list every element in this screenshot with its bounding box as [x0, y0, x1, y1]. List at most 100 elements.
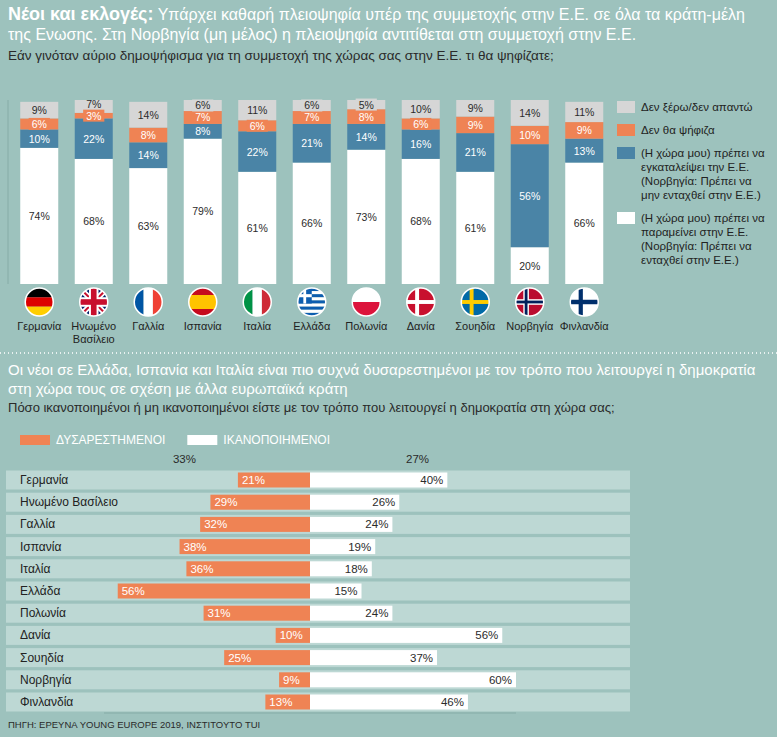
legend-entry: (Η χώρα μου) πρέπει να εγκαταλείψει την …: [617, 146, 773, 202]
legend-entry: Δεν ξέρω/δεν απαντώ: [617, 100, 773, 114]
bar-segment: [184, 139, 222, 284]
category-label: Γαλλία: [20, 517, 55, 531]
data-label: 20%: [519, 260, 540, 272]
data-label: 3%: [86, 110, 101, 122]
category-label: Σουηδία: [20, 651, 64, 665]
annotation: 33%: [173, 453, 196, 465]
bar-segment: [402, 129, 440, 158]
data-label: 8%: [195, 125, 210, 137]
label-patch: [247, 120, 268, 132]
data-label: 21%: [242, 474, 265, 486]
data-label: 7%: [195, 111, 210, 123]
bar: [210, 495, 310, 510]
bar-segment: [456, 172, 494, 284]
subtitle: Πόσο ικανοποιημένοι ή μη ικανοποιημένοι …: [8, 400, 615, 415]
annotation: Εάν γινόταν αύριο δημοψήφισμα για τη συμ…: [8, 48, 554, 63]
data-label: 19%: [348, 541, 371, 553]
bar-segment: [293, 163, 331, 284]
legend-label: ΔΥΣΑΡΕΣΤΗΜΕΝΟΙ: [56, 433, 165, 447]
data-label: 66%: [574, 217, 595, 229]
legend-label: (Η χώρα μου) πρέπει να εγκαταλείψει την …: [641, 146, 773, 202]
data-label: 25%: [228, 652, 251, 664]
legend-swatch: [187, 435, 217, 445]
category-label: Ηνωμένο Βασίλειο: [64, 320, 124, 346]
data-label: 61%: [465, 222, 486, 234]
label-patch: [192, 99, 213, 111]
data-label: 18%: [345, 563, 368, 575]
bar-segment: [129, 102, 167, 128]
bar-segment: [20, 102, 58, 119]
data-label: 68%: [83, 215, 104, 227]
bar-segment: [129, 128, 167, 143]
data-label: 37%: [410, 652, 433, 664]
flag-ring: [570, 288, 598, 316]
data-label: 11%: [247, 104, 267, 116]
bar-segment: [20, 148, 58, 284]
row-band: [6, 559, 630, 578]
data-label: 31%: [208, 607, 231, 619]
data-label: 56%: [475, 629, 498, 641]
bar-segment: [238, 100, 276, 120]
chart-title: Οι νέοι σε Ελλάδα, Ισπανία και Ιταλία εί…: [8, 360, 770, 398]
bar-segment: [184, 111, 222, 124]
bar-labels: 21%40%29%26%32%24%38%19%36%18%56%15%31%2…: [122, 474, 512, 708]
bar-segment: [293, 111, 331, 124]
data-label: 6%: [304, 99, 319, 111]
flag-icon: [243, 288, 271, 316]
bar-segment: [511, 100, 549, 126]
data-label: 10%: [519, 129, 540, 141]
question: Εάν γινόταν αύριο δημοψήφισμα για τη συμ…: [8, 48, 770, 64]
label-patch: [83, 110, 104, 122]
separator: [0, 352, 777, 354]
data-label: 56%: [519, 190, 540, 202]
category-label: Ελλάδα: [282, 320, 342, 333]
bar-segment: [75, 118, 113, 158]
bar-segment: [184, 124, 222, 139]
bar-segment: [565, 122, 603, 139]
data-label: 13%: [574, 145, 595, 157]
bar-labels: 74%10%6%9%68%22%3%7%63%14%8%14%79%8%7%6%…: [29, 98, 595, 272]
data-label: 13%: [269, 696, 292, 708]
flag-icon: [25, 288, 53, 316]
data-label: 32%: [204, 518, 227, 530]
bar-segment: [129, 168, 167, 284]
label-patch: [356, 99, 377, 111]
flag-ring: [298, 288, 326, 316]
data-label: 24%: [365, 607, 388, 619]
row-band: [6, 471, 630, 490]
category-label: Δανία: [391, 320, 451, 333]
category-label: Ισπανία: [173, 320, 233, 333]
bar: [279, 672, 310, 687]
category-label: Ιταλία: [227, 320, 287, 333]
legend-entry: (Η χώρα μου) πρέπει να παραμείνει στην Ε…: [617, 211, 773, 267]
bar-segment: [75, 159, 113, 284]
flag-icon: [298, 288, 326, 316]
data-label: 9%: [283, 674, 300, 686]
flag-ring: [461, 288, 489, 316]
bar-segment: [511, 247, 549, 284]
bar: [310, 495, 399, 510]
flag-ring: [80, 288, 108, 316]
legend-entry: Δεν θα ψήφιζα: [617, 123, 773, 137]
data-label: 11%: [574, 106, 594, 118]
bar-segment: [402, 159, 440, 284]
flag-ring: [243, 288, 271, 316]
data-label: 7%: [304, 111, 319, 123]
data-label: 29%: [214, 496, 237, 508]
axis-line: [8, 100, 9, 284]
flag-ring: [134, 288, 162, 316]
data-label: 74%: [29, 210, 50, 222]
bar: [200, 517, 310, 532]
data-label: 40%: [420, 474, 443, 486]
bar: [186, 561, 310, 576]
category-label: Ελλάδα: [20, 584, 60, 598]
category-label: Ισπανία: [20, 540, 61, 554]
category-label: Γερμανία: [20, 473, 68, 487]
row-band: [6, 515, 630, 534]
bar-segment: [238, 172, 276, 284]
bars: [118, 473, 516, 710]
header-title: Νέοι και εκλογές: Υπάρχει καθαρή πλειοψη…: [8, 4, 770, 45]
row-band: [6, 693, 630, 712]
data-label: 9%: [468, 119, 483, 131]
legend: Δεν ξέρω/δεν απαντώ Δεν θα ψήφιζα (Η χώρα …: [617, 100, 773, 276]
